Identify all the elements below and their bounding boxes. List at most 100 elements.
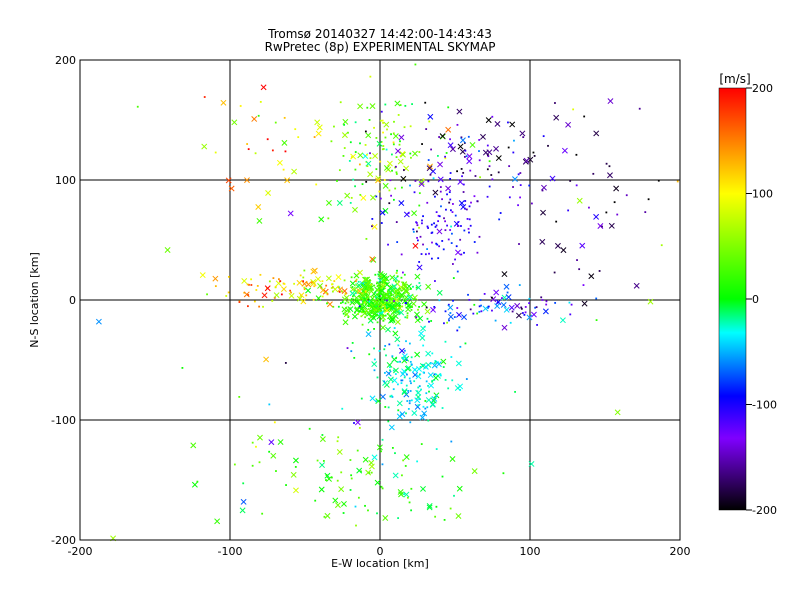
data-point-dot — [522, 312, 524, 314]
data-point-dot — [325, 479, 327, 481]
data-point-dot — [383, 371, 386, 374]
data-point-dot — [418, 226, 420, 229]
data-point-dot — [647, 198, 650, 201]
data-point-cross — [424, 308, 431, 315]
data-point-dot — [540, 296, 543, 299]
data-point-cross — [531, 311, 537, 318]
data-point-dot — [342, 155, 345, 157]
colorbar-tick-label: -100 — [752, 399, 777, 412]
data-point-dot — [396, 241, 399, 243]
data-point-dot — [349, 489, 352, 491]
data-point-dot — [394, 287, 396, 290]
data-point-dot — [404, 316, 407, 319]
data-point-dot — [545, 303, 548, 306]
data-point-cross — [415, 389, 422, 396]
data-point-dot — [442, 248, 445, 251]
data-point-dot — [272, 277, 275, 280]
data-point-cross — [437, 176, 444, 183]
data-point-cross — [317, 283, 324, 289]
data-point-cross — [380, 302, 387, 308]
chart-subtitle: RwPretec (8p) EXPERIMENTAL SKYMAP — [265, 40, 496, 54]
data-point-dot — [407, 390, 410, 392]
data-point-dot — [644, 211, 647, 214]
data-point-dot — [266, 138, 269, 141]
data-point-dot — [399, 104, 402, 106]
data-point-cross — [394, 336, 401, 343]
data-point-dot — [403, 126, 406, 129]
data-point-cross — [270, 452, 277, 459]
data-point-dot — [206, 293, 208, 296]
data-point-dot — [435, 448, 438, 450]
data-point-dot — [233, 463, 236, 466]
data-point-dot — [431, 352, 434, 355]
data-point-dot — [613, 201, 616, 204]
data-point-cross — [335, 274, 342, 281]
data-point-dot — [459, 345, 462, 348]
data-point-dot — [367, 305, 370, 307]
data-point-dot — [368, 119, 371, 121]
data-point-dot — [364, 130, 367, 133]
data-point-dot — [315, 183, 318, 186]
data-point-dot — [410, 363, 413, 366]
data-point-dot — [569, 179, 572, 182]
data-point-dot — [513, 139, 515, 142]
data-point-cross — [372, 152, 379, 159]
data-point-dot — [350, 196, 353, 199]
data-point-dot — [402, 459, 405, 462]
data-point-cross — [369, 395, 376, 402]
data-point-dot — [443, 322, 445, 325]
data-point-cross — [607, 98, 614, 105]
data-point-dot — [467, 293, 469, 296]
data-point-dot — [399, 140, 401, 143]
data-point-dot — [449, 198, 452, 201]
data-points — [95, 63, 679, 542]
data-point-dot — [255, 289, 258, 291]
data-point-dot — [499, 212, 502, 214]
data-point-dot — [430, 320, 433, 322]
data-point-dot — [439, 373, 442, 376]
data-point-dot — [402, 358, 405, 361]
data-point-dot — [378, 297, 380, 300]
data-point-dot — [397, 344, 400, 347]
data-point-dot — [444, 229, 447, 232]
data-point-dot — [433, 362, 436, 364]
data-point-cross — [385, 294, 392, 300]
data-point-dot — [375, 314, 378, 317]
data-point-dot — [445, 208, 447, 211]
data-point-dot — [403, 273, 406, 276]
data-point-cross — [447, 313, 454, 320]
data-point-dot — [361, 283, 363, 286]
data-point-dot — [383, 348, 386, 351]
data-point-dot — [238, 301, 241, 303]
data-point-dot — [554, 102, 556, 104]
data-point-dot — [333, 125, 335, 128]
data-point-dot — [394, 280, 397, 283]
data-point-dot — [517, 173, 520, 176]
data-point-dot — [575, 184, 578, 187]
data-point-dot — [353, 422, 355, 424]
data-point-cross — [379, 393, 386, 400]
data-point-dot — [491, 115, 494, 118]
data-point-dot — [444, 157, 447, 160]
data-point-cross — [427, 113, 434, 120]
data-point-cross — [332, 497, 339, 504]
data-point-dot — [418, 398, 421, 400]
data-point-cross — [455, 360, 462, 367]
data-point-cross — [392, 472, 399, 479]
data-point-dot — [473, 241, 476, 243]
data-point-dot — [274, 285, 277, 288]
data-point-dot — [425, 380, 428, 383]
data-point-dot — [638, 107, 641, 110]
data-point-dot — [336, 440, 339, 443]
data-point-dot — [417, 308, 419, 311]
data-point-dot — [278, 278, 280, 281]
data-point-cross — [344, 192, 351, 199]
data-point-cross — [391, 377, 398, 384]
data-point-dot — [273, 421, 276, 424]
data-point-dot — [392, 290, 395, 293]
data-point-dot — [466, 218, 469, 220]
data-point-dot — [401, 305, 404, 308]
data-point-dot — [429, 362, 432, 365]
data-point-cross — [310, 268, 317, 275]
data-point-cross — [343, 311, 350, 318]
